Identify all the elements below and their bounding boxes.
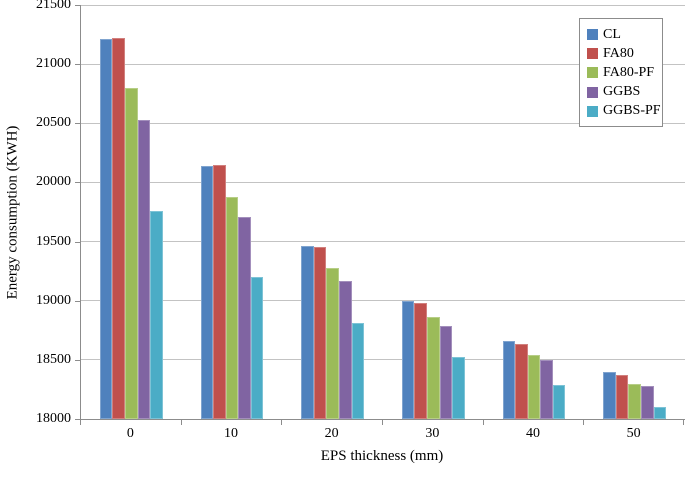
y-axis-tick bbox=[75, 64, 80, 66]
bar-ggbs-pf-20 bbox=[351, 323, 365, 419]
bar-ggbs-40 bbox=[540, 359, 553, 419]
bar-fa80-pf-50 bbox=[628, 383, 641, 419]
legend-swatch-icon bbox=[587, 105, 598, 117]
gridline bbox=[81, 181, 685, 183]
bar-ggbs-pf-10 bbox=[250, 277, 264, 419]
bar-ggbs-50 bbox=[640, 385, 654, 419]
legend-item-cl: CL bbox=[587, 25, 658, 44]
bar-fa80-pf-0 bbox=[125, 87, 138, 419]
y-axis-title-wrap: Energy consumption (KWH) bbox=[0, 5, 26, 419]
legend-label: GGBS bbox=[603, 84, 641, 100]
bar-fa80-pf-40 bbox=[527, 355, 541, 419]
legend-item-ggbs: GGBS bbox=[587, 83, 658, 102]
x-axis-tick bbox=[683, 420, 684, 425]
gridline bbox=[81, 241, 685, 243]
bar-ggbs-pf-50 bbox=[653, 407, 667, 419]
bar-fa80-pf-30 bbox=[427, 317, 440, 419]
x-axis-tick bbox=[583, 420, 585, 425]
bar-cl-30 bbox=[401, 300, 415, 419]
x-axis-tick bbox=[180, 420, 182, 425]
y-axis-title: Energy consumption (KWH) bbox=[4, 125, 21, 299]
bar-fa80-pf-10 bbox=[225, 196, 239, 419]
y-axis-tick bbox=[75, 300, 80, 302]
y-axis-tick-label: 19000 bbox=[36, 292, 71, 308]
plot-area bbox=[80, 4, 685, 420]
gridline bbox=[81, 4, 685, 6]
legend-label: CL bbox=[603, 26, 621, 42]
y-axis-tick-label: 21500 bbox=[36, 0, 71, 12]
bar-fa80-50 bbox=[615, 375, 629, 419]
x-axis-tick-label: 50 bbox=[626, 426, 641, 441]
bar-fa80-30 bbox=[414, 303, 428, 419]
bar-fa80-20 bbox=[313, 247, 327, 419]
y-axis-tick bbox=[75, 182, 80, 184]
legend-label: FA80-PF bbox=[603, 64, 655, 80]
legend: CL FA80 FA80-PF GGBS GGBS-PF bbox=[579, 18, 663, 127]
bar-fa80-pf-20 bbox=[326, 267, 339, 419]
y-axis-tick-label: 19500 bbox=[36, 233, 71, 249]
bar-ggbs-10 bbox=[238, 216, 251, 419]
bar-cl-20 bbox=[301, 246, 314, 419]
x-axis-tick bbox=[482, 420, 484, 425]
gridline bbox=[81, 300, 685, 302]
legend-swatch-icon bbox=[587, 48, 598, 60]
bar-ggbs-pf-40 bbox=[552, 384, 566, 419]
y-axis-tick-label: 18500 bbox=[36, 351, 71, 367]
gridline bbox=[81, 63, 685, 65]
legend-item-fa80-pf: FA80-PF bbox=[587, 63, 658, 82]
x-axis-tick-label: 20 bbox=[324, 426, 339, 441]
y-axis-tick bbox=[75, 123, 80, 125]
bar-ggbs-0 bbox=[137, 119, 151, 419]
gridline bbox=[81, 122, 685, 124]
x-axis-tick bbox=[382, 420, 383, 425]
x-axis-tick-label: 30 bbox=[425, 426, 440, 441]
y-axis-tick bbox=[75, 5, 80, 6]
x-axis-tick-label: 0 bbox=[126, 426, 134, 441]
legend-swatch-icon bbox=[587, 29, 598, 41]
legend-swatch-icon bbox=[587, 86, 598, 98]
bar-cl-10 bbox=[200, 165, 214, 419]
y-axis-tick-label: 21000 bbox=[36, 56, 71, 72]
legend-label: FA80 bbox=[603, 45, 634, 61]
bar-fa80-10 bbox=[213, 164, 226, 419]
x-axis-tick-label: 40 bbox=[526, 426, 540, 441]
bar-ggbs-pf-0 bbox=[150, 210, 163, 419]
bar-cl-40 bbox=[502, 340, 516, 419]
y-axis-tick bbox=[75, 241, 80, 243]
bar-fa80-40 bbox=[515, 344, 528, 419]
legend-item-ggbs-pf: GGBS-PF bbox=[587, 102, 661, 121]
y-axis-tick bbox=[75, 359, 80, 361]
x-axis-tick bbox=[281, 420, 283, 425]
bar-ggbs-pf-30 bbox=[452, 357, 465, 419]
bar-ggbs-30 bbox=[439, 325, 453, 419]
legend-label: GGBS-PF bbox=[603, 103, 661, 119]
bar-cl-50 bbox=[603, 371, 616, 419]
x-axis-title: EPS thickness (mm) bbox=[320, 448, 444, 464]
legend-swatch-icon bbox=[587, 67, 598, 79]
y-axis-tick-label: 20000 bbox=[36, 174, 71, 190]
legend-item-fa80: FA80 bbox=[587, 44, 658, 63]
y-axis-tick-label: 20500 bbox=[36, 115, 71, 131]
y-axis-tick bbox=[75, 419, 80, 420]
x-axis-tick-label: 10 bbox=[224, 426, 238, 441]
bar-ggbs-20 bbox=[338, 280, 352, 419]
gridline bbox=[81, 359, 685, 361]
bar-fa80-0 bbox=[112, 38, 126, 419]
x-axis-tick bbox=[80, 420, 81, 425]
y-axis-tick-label: 18000 bbox=[36, 411, 71, 426]
bar-cl-0 bbox=[99, 39, 113, 419]
